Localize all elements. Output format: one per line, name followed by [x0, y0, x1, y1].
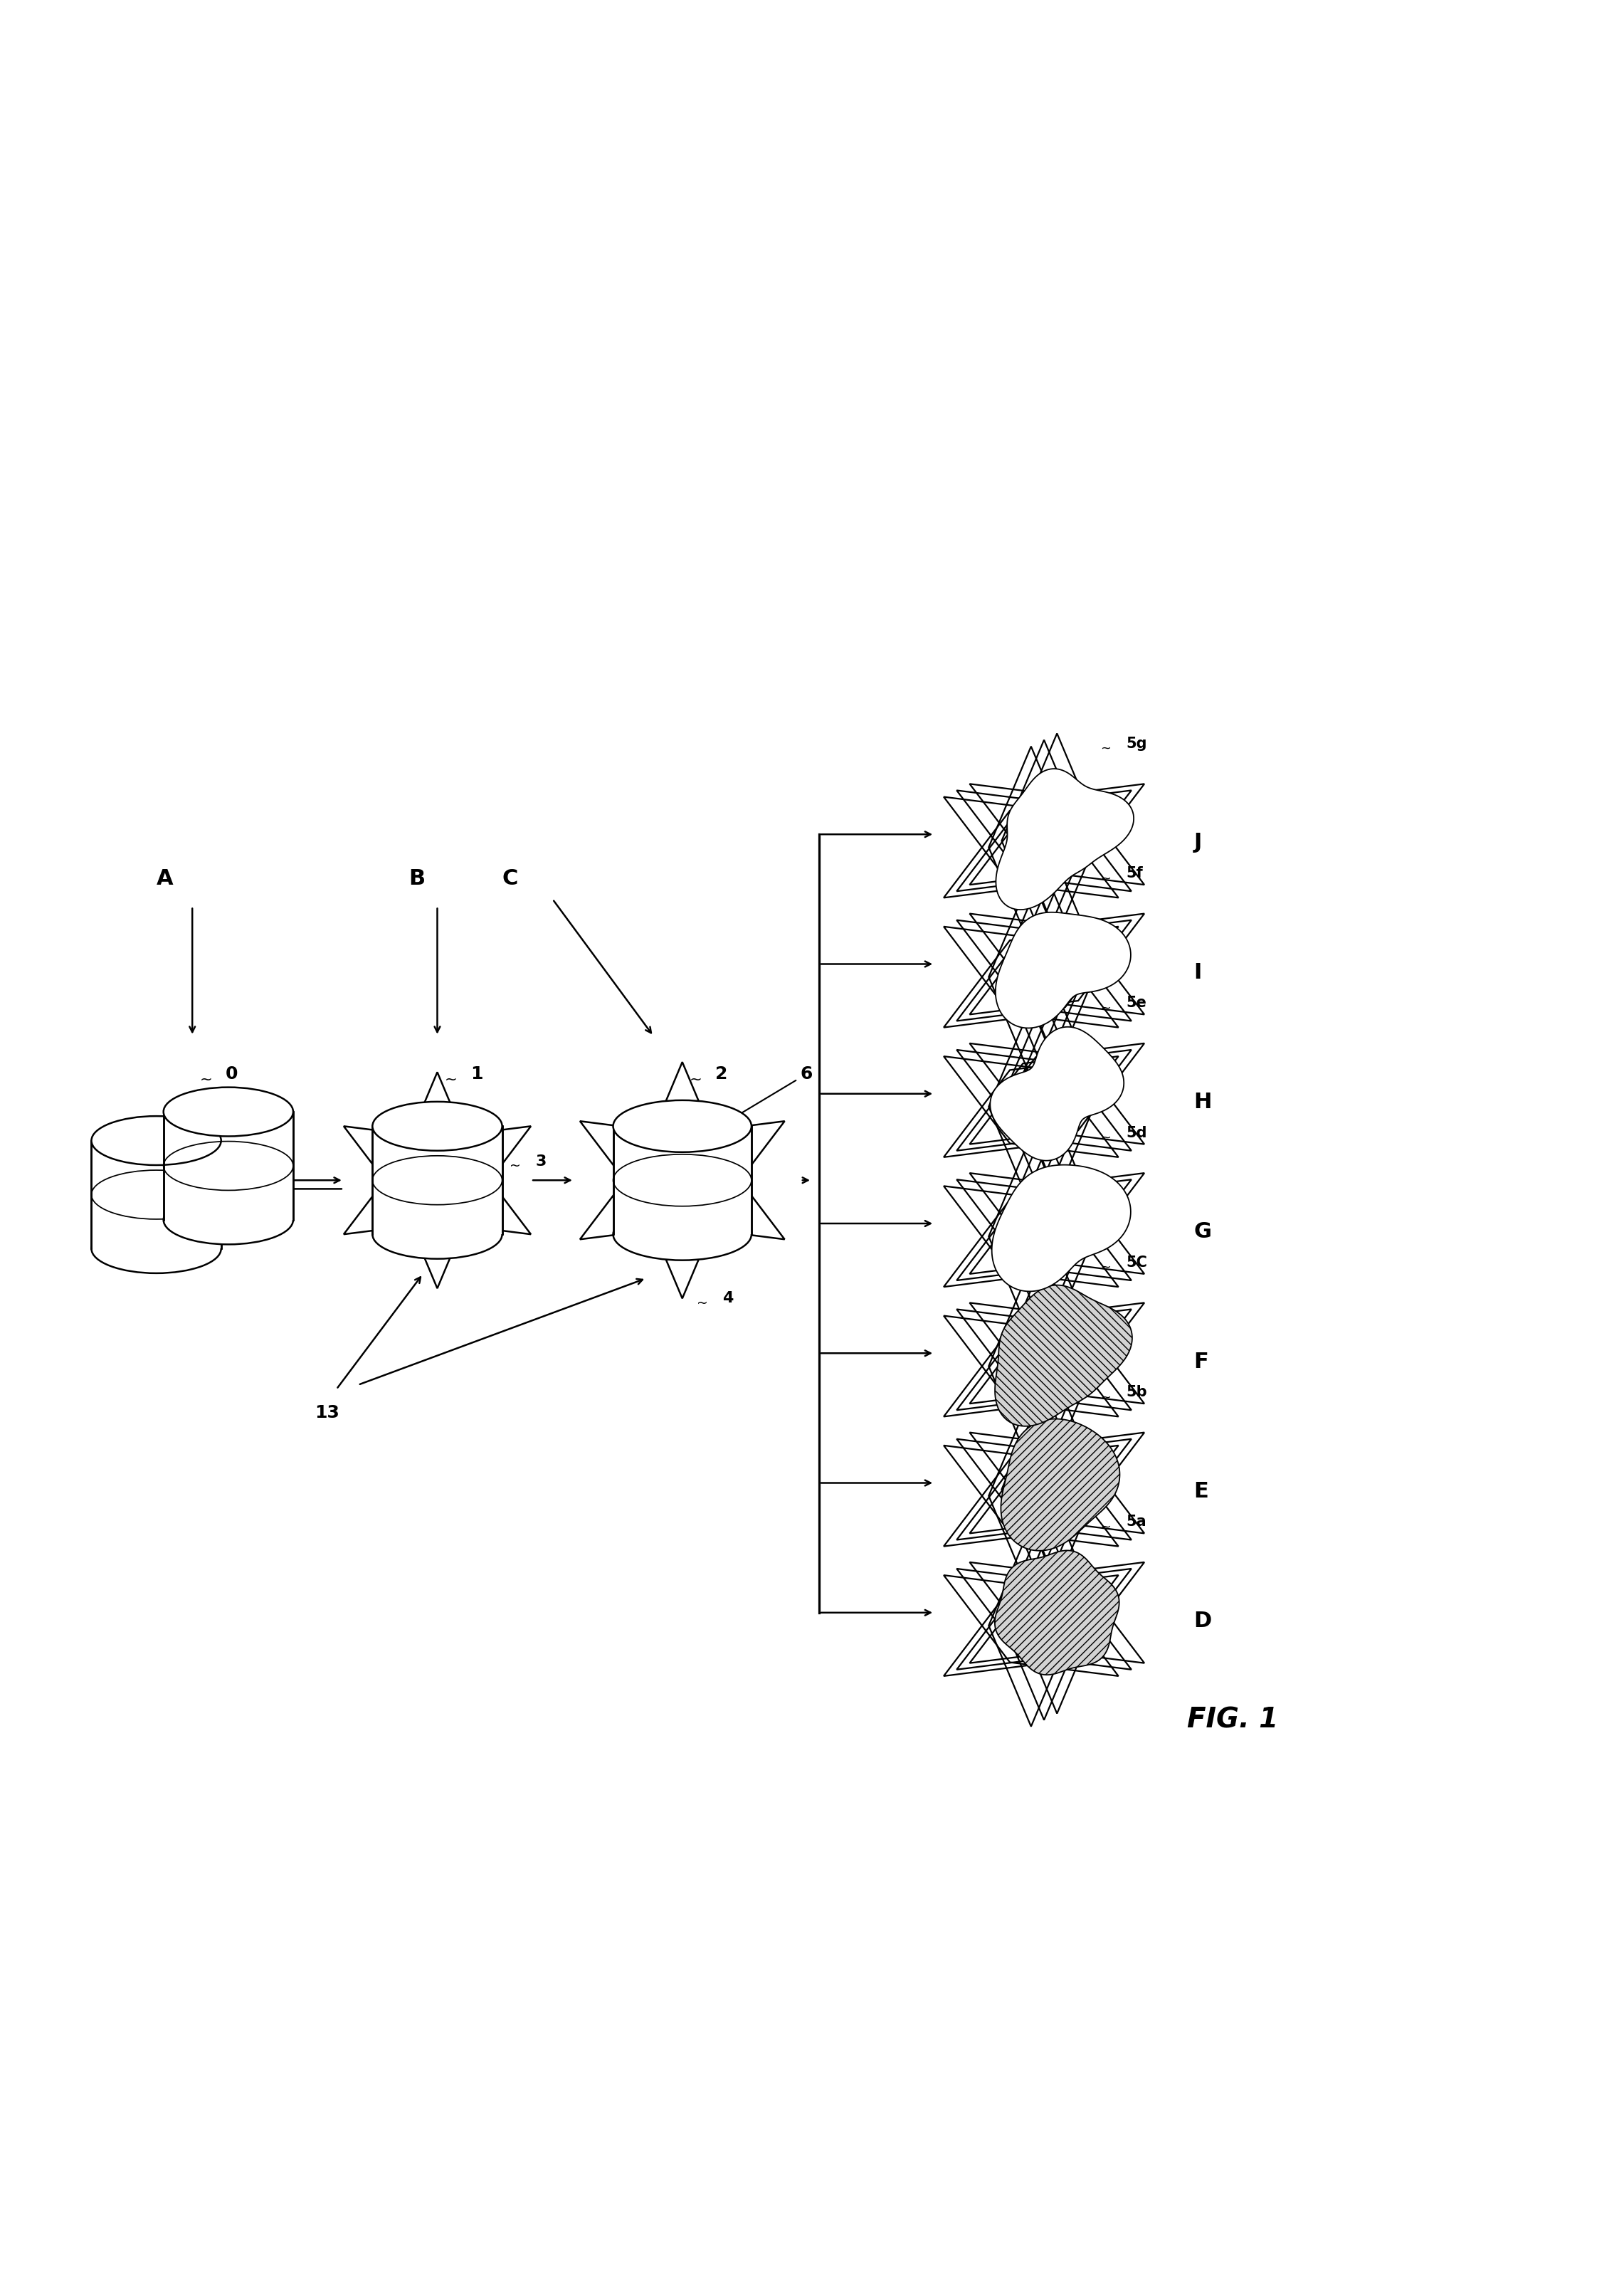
- Text: 5g: 5g: [1125, 737, 1147, 750]
- Text: ~: ~: [445, 1073, 456, 1087]
- Text: 5d: 5d: [1125, 1126, 1147, 1139]
- Text: 4: 4: [723, 1292, 734, 1305]
- Text: C: C: [502, 869, 518, 889]
- Text: ~: ~: [1099, 1132, 1111, 1144]
- Text: B: B: [409, 869, 425, 889]
- Text: 5C: 5C: [1125, 1255, 1148, 1269]
- Ellipse shape: [164, 1087, 294, 1137]
- Text: FIG. 1: FIG. 1: [1187, 1706, 1278, 1733]
- Polygon shape: [614, 1126, 752, 1235]
- Text: ~: ~: [1099, 871, 1111, 885]
- Polygon shape: [996, 769, 1134, 910]
- Ellipse shape: [91, 1223, 221, 1273]
- Polygon shape: [991, 1028, 1124, 1160]
- Text: ~: ~: [1099, 1392, 1111, 1403]
- Text: ~: ~: [1099, 1521, 1111, 1533]
- Text: ~: ~: [1099, 741, 1111, 755]
- Text: 5e: 5e: [1125, 996, 1147, 1010]
- Text: ~: ~: [1099, 1262, 1111, 1273]
- Ellipse shape: [372, 1210, 502, 1260]
- Polygon shape: [164, 1112, 294, 1219]
- Text: ~: ~: [697, 1296, 708, 1310]
- Text: 5f: 5f: [1125, 866, 1143, 880]
- Polygon shape: [992, 1164, 1130, 1292]
- Polygon shape: [91, 1142, 221, 1248]
- Text: 1: 1: [471, 1064, 482, 1082]
- Text: F: F: [1194, 1351, 1208, 1371]
- Text: H: H: [1194, 1092, 1212, 1112]
- Text: J: J: [1194, 832, 1202, 853]
- Ellipse shape: [164, 1196, 294, 1244]
- Ellipse shape: [91, 1117, 221, 1164]
- Polygon shape: [372, 1126, 502, 1235]
- Text: A: A: [156, 869, 174, 889]
- Text: G: G: [1194, 1221, 1212, 1242]
- Ellipse shape: [614, 1207, 752, 1260]
- Text: 13: 13: [315, 1405, 339, 1421]
- Text: E: E: [1194, 1480, 1208, 1501]
- Polygon shape: [1000, 1419, 1119, 1551]
- Ellipse shape: [372, 1101, 502, 1151]
- Text: ~: ~: [1099, 1001, 1111, 1014]
- Text: 6: 6: [801, 1067, 814, 1082]
- Ellipse shape: [614, 1101, 752, 1153]
- Text: 5b: 5b: [1125, 1385, 1147, 1399]
- Text: 2: 2: [716, 1064, 728, 1082]
- Text: 0: 0: [226, 1064, 237, 1082]
- Polygon shape: [996, 1551, 1119, 1676]
- Text: 5a: 5a: [1125, 1514, 1147, 1528]
- Text: ~: ~: [690, 1073, 702, 1087]
- Polygon shape: [996, 912, 1130, 1028]
- Text: ~: ~: [510, 1160, 521, 1173]
- Text: 3: 3: [536, 1155, 546, 1169]
- Polygon shape: [996, 1285, 1132, 1426]
- Text: D: D: [1194, 1610, 1212, 1630]
- Text: I: I: [1194, 962, 1202, 982]
- Text: ~: ~: [200, 1073, 213, 1087]
